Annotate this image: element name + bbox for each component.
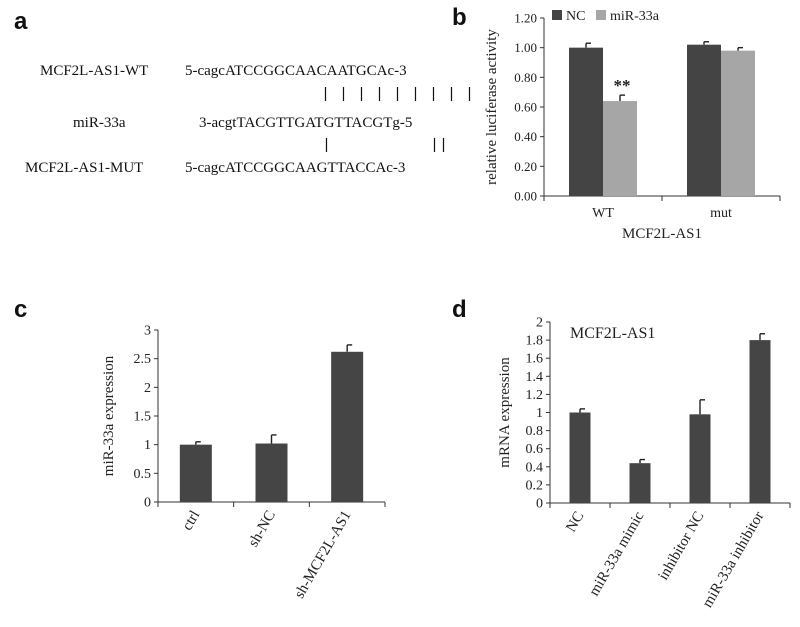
mrna-expression-chart: 0 0.2 0.4 0.6 0.8 1 1.2 1.4 1.6 1.8 2 mRNA expressi… [497,316,791,610]
legend-label-nc: NC [566,9,585,24]
y-tick-label-0: 0 [536,497,543,512]
y-tick-label-4: 0.8 [526,424,544,439]
y-tick-label-4: 0.80 [514,70,537,85]
bar-nc [569,412,591,503]
bar-inhibitor-nc [689,414,711,503]
mut-sequence: 5-cagcATCCGGCAAGTTACCAc-3 [185,160,406,176]
panel-letter-b: b [452,4,467,31]
y-tick-label-2: 0.40 [514,129,537,144]
panel-letter-a: a [14,8,28,35]
y-tick-label-8: 1.6 [526,352,544,367]
y-tick-label-6: 1.2 [526,388,544,403]
y-tick-label-1: 0.20 [514,159,537,174]
wt-label: MCF2L-AS1-WT [40,63,149,79]
x-category-label-ctrl: ctrl [179,508,203,533]
y-tick-label-2: 1 [144,438,151,453]
y-tick-label-5: 1.00 [514,40,537,55]
bar-mir-33a-inhibitor [749,340,771,503]
y-tick-label-5: 2.5 [134,352,152,367]
bar-mir-33a-mimic [629,463,651,503]
x-category-label-inhibitor-nc: inhibitor NC [655,509,707,583]
x-category-label-nc: NC [563,509,587,535]
y-tick-label-0: 0 [144,496,151,511]
y-tick-label-3: 0.60 [514,100,537,115]
y-tick-label-2: 0.4 [526,460,544,475]
x-category-label-mir-33a-mimic: miR-33a mimic [586,509,647,599]
pairing-bars-top: | | | | | | | | | [321,86,475,103]
legend-label-mir-33a: miR-33a [610,9,660,24]
bar-mut-mir-33a [721,50,755,197]
y-tick-label-1: 0.2 [526,478,544,493]
y-tick-label-9: 1.8 [526,334,544,349]
y-tick-label-5: 1 [536,406,543,421]
legend-swatch-mir-33a [596,10,606,20]
y-axis-label: miR-33a expression [101,355,117,476]
mir-sequence: 3-acgtTACGTTGATGTTACGTg-5 [199,115,413,131]
significance-annotation-0: ** [614,76,631,95]
bar-sh-nc [255,443,288,502]
bar-mut-nc [687,44,721,197]
chart-title: MCF2L-AS1 [570,325,655,342]
x-axis-label: MCF2L-AS1 [622,226,702,242]
y-axis-label: relative luciferase activity [484,29,500,185]
mir-33a-expression-chart: 0 0.5 1 1.5 2 2.5 3 miR-33a expression ctrl sh-NC… [101,324,386,601]
legend-swatch-nc [552,10,562,20]
y-tick-label-6: 3 [144,324,151,339]
luciferase-bar-chart: 0.00 0.20 0.40 0.60 0.80 1.00 1.20 relative luc… [484,9,781,242]
x-category-label-sh-nc: sh-NC [246,508,279,550]
y-tick-label-4: 2 [144,381,151,396]
x-category-label-wt: WT [592,206,614,221]
y-tick-label-10: 2 [536,316,543,331]
bar-wt-mir-33a [603,101,637,196]
bar-sh-mcf2l-as1 [331,351,364,502]
x-category-label-mut: mut [710,206,732,221]
bar-wt-nc [569,47,603,196]
y-tick-label-7: 1.4 [526,370,544,385]
panel-letter-d: d [452,296,467,323]
y-axis-label: mRNA expression [497,357,513,468]
y-tick-label-3: 0.6 [526,442,544,457]
x-category-label-sh-mcf2l-as1: sh-MCF2L-AS1 [292,508,355,601]
x-category-label-mir-33a-inhibitor: miR-33a inhibitor [700,509,768,610]
y-tick-label-1: 0.5 [134,467,152,482]
y-tick-label-3: 1.5 [134,410,152,425]
panel-letter-c: c [14,296,28,323]
y-tick-label-0: 0.00 [514,189,537,204]
mut-label: MCF2L-AS1-MUT [25,160,144,176]
bar-ctrl [179,444,212,502]
wt-sequence: 5-cagcATCCGGCAACAATGCAc-3 [185,63,407,79]
mir-label: miR-33a [73,115,126,131]
pairing-bars-bottom: | || [322,137,449,154]
y-tick-label-6: 1.20 [514,11,537,26]
